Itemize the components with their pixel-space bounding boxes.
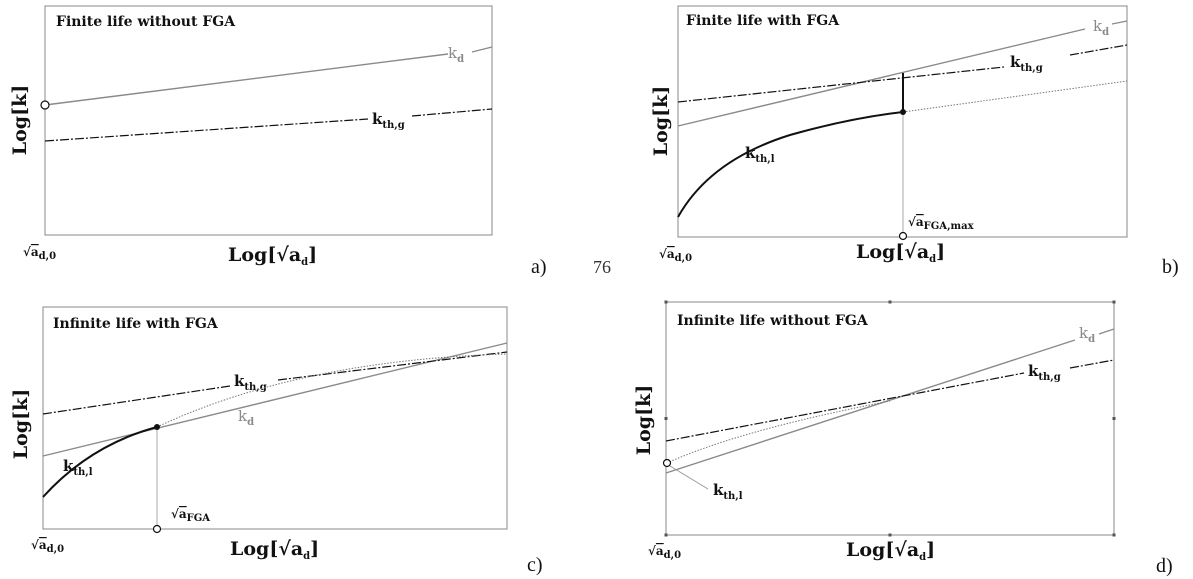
panel-a-origin-point — [40, 100, 50, 110]
panel-d-kd-line — [665, 339, 1076, 474]
panel-c-origin-label: √ad,0 — [31, 538, 64, 555]
panel-b-kthg-label: kth,g — [1010, 53, 1043, 74]
panel-b-intersection-point — [900, 109, 906, 115]
panel-c-xlabel: Log[√ad] — [230, 538, 319, 562]
panel-c-kthg-label: kth,g — [234, 372, 267, 393]
panel-d-kthg-label: kth,g — [1028, 362, 1061, 383]
panel-b-kd-line — [677, 28, 1086, 127]
panel-d-handles — [664, 300, 1116, 537]
panel-c: Infinite life with FGA kd kth,g kth,l √a… — [10, 306, 543, 576]
panel-d-kd-label: kd — [1079, 324, 1095, 345]
panel-a-kthg-line-end — [411, 108, 493, 117]
panel-d-kd-line-end — [1098, 328, 1115, 335]
panel-a-kthg-line — [44, 118, 369, 142]
panel-c-kd-label: kd — [238, 407, 254, 428]
panel-d-origin-point — [662, 458, 672, 468]
panel-b-kthg-line-end — [1069, 44, 1128, 56]
panel-c-kthg-line-end — [277, 351, 508, 381]
panel-d-kthg-line — [665, 372, 1025, 442]
panel-d-kthl-leader — [669, 465, 709, 490]
panel-a-origin-label: √ad,0 — [23, 245, 56, 262]
panel-d-letter: d) — [1156, 555, 1173, 577]
panel-c-kthl-label: kth,l — [63, 457, 93, 478]
panel-a-title: Finite life without FGA — [56, 14, 236, 30]
panel-b-letter: b) — [1162, 256, 1179, 278]
panel-b-kthl-dotted — [902, 80, 1128, 113]
panel-b-fga-max-point — [898, 231, 908, 241]
panel-d-xlabel: Log[√ad] — [846, 539, 935, 563]
panel-b-kthl-label: kth,l — [745, 144, 775, 165]
panel-d-title: Infinite life without FGA — [677, 313, 869, 329]
panel-d-origin-label: √ad,0 — [648, 544, 681, 561]
panel-c-kthl-curve — [42, 426, 158, 498]
panel-c-intersection-point — [154, 424, 160, 430]
panel-d-kthg-line-end — [1069, 359, 1115, 369]
panel-a-frame — [44, 5, 493, 236]
page-number: 76 — [593, 257, 611, 277]
panel-b-xlabel: Log[√ad] — [856, 241, 945, 265]
panel-b-kthl-curve — [677, 111, 904, 218]
panel-c-ylabel: Log[k] — [10, 389, 32, 459]
panel-a-xlabel: Log[√ad] — [228, 244, 317, 268]
panel-a-kd-line-end — [471, 46, 493, 53]
panel-a-kthg-label: kth,g — [372, 110, 405, 131]
panel-b-fga-max-label: √aFGA,max — [908, 215, 975, 232]
panel-c-fga-point — [152, 524, 162, 534]
panel-b-kd-line-end — [1111, 20, 1128, 25]
panel-d: Infinite life without FGA kd kth,g kth,l… — [633, 300, 1173, 577]
panel-d-kthl-label: kth,l — [713, 481, 743, 502]
panel-b-kthg-line — [677, 66, 1005, 103]
panel-d-ylabel: Log[k] — [633, 385, 655, 455]
panel-a-letter: a) — [531, 256, 547, 278]
panel-b: Finite life with FGA kd kth,g kth,l √aFG… — [650, 5, 1179, 278]
panel-c-kd-line — [42, 342, 508, 457]
panel-d-kthl-dotted — [666, 400, 891, 464]
panel-a-ylabel: Log[k] — [9, 85, 31, 155]
panel-b-title: Finite life with FGA — [686, 13, 840, 29]
panel-c-kthg-line — [42, 385, 231, 415]
panel-c-letter: c) — [527, 554, 543, 576]
panel-a: Finite life without FGA kd kth,g Log[k] … — [9, 5, 547, 278]
panel-c-title: Infinite life with FGA — [53, 316, 219, 332]
panel-c-frame — [42, 306, 508, 530]
panel-b-origin-label: √ad,0 — [659, 247, 692, 264]
panel-a-kd-line — [44, 53, 449, 106]
panel-a-kd-label: kd — [448, 44, 464, 65]
panel-b-kd-label: kd — [1093, 17, 1109, 38]
panel-b-ylabel: Log[k] — [650, 86, 672, 156]
panel-c-fga-label: √aFGA — [171, 507, 210, 524]
panel-c-kthl-dotted — [156, 353, 508, 428]
